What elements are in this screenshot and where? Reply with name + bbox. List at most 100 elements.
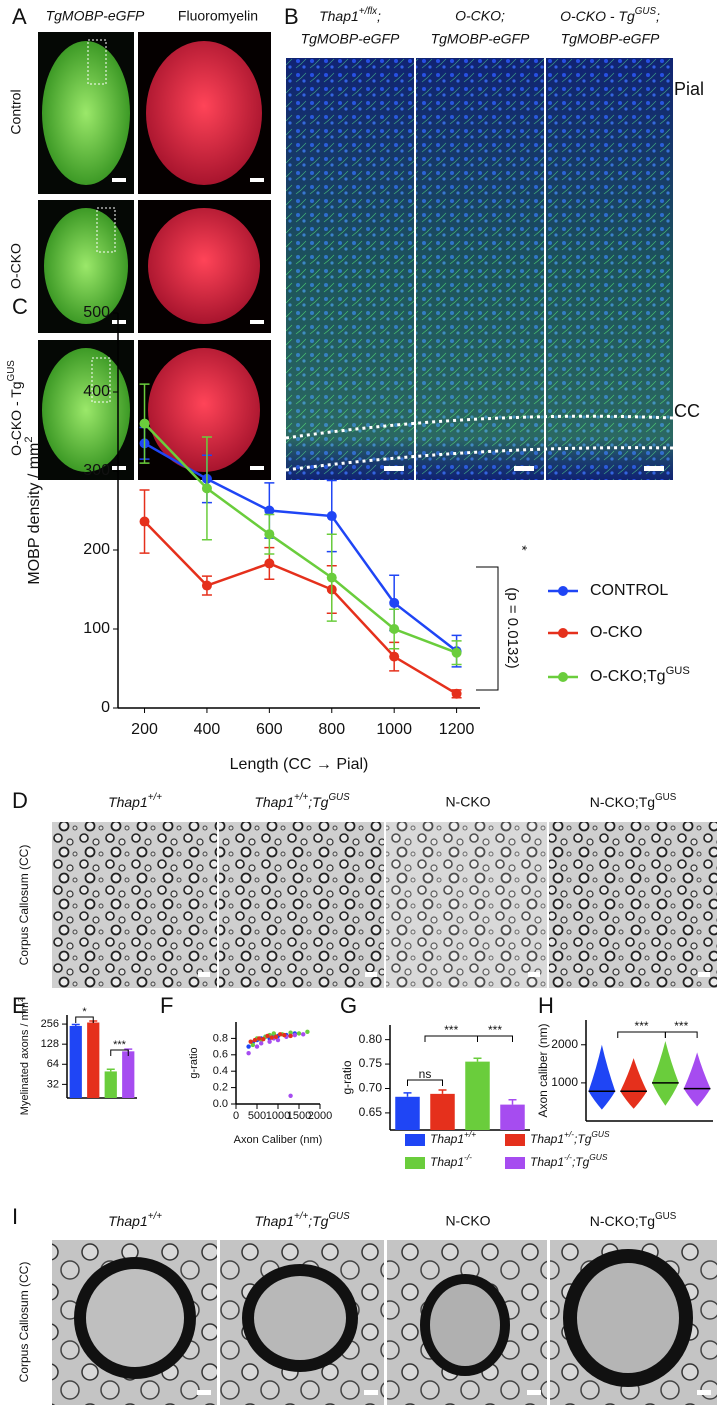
data-point [292, 1032, 297, 1038]
y-axis-label: g-ratio [340, 1060, 354, 1094]
column-header: TgMOBP-eGFP [46, 8, 145, 24]
side-label: Corpus Callosum (CC) [17, 1262, 31, 1383]
panel-label: E [12, 993, 27, 1018]
legend-label-part: ;Tg [572, 1155, 590, 1169]
data-point [139, 516, 150, 527]
x-tick-label: 0 [233, 1110, 239, 1122]
significance-bracket [476, 566, 499, 691]
data-point [250, 1042, 255, 1048]
legend-label: CONTROL [590, 582, 668, 599]
data-point [201, 483, 212, 494]
data-point [326, 511, 337, 522]
point-cloud [652, 1040, 679, 1106]
column-header: TgMOBP-eGFP [561, 31, 660, 47]
panel-label: D [12, 788, 28, 813]
column-header-part: +/+ [294, 1211, 308, 1222]
column-header: O-CKO - TgGUS; [560, 6, 660, 24]
data-point [256, 1036, 262, 1041]
data-point [264, 505, 275, 516]
side-label: Corpus Callosum (CC) [17, 845, 31, 966]
x-tick-label: 800 [318, 721, 345, 738]
column-header-part: O-CKO - Tg [560, 8, 635, 24]
region-label: CC [674, 401, 700, 421]
series-line [143, 520, 458, 695]
y-axis-label: g-ratio [188, 1047, 200, 1078]
y-tick-label: 0.4 [213, 1065, 228, 1077]
row-label: O-CKO [8, 243, 24, 289]
panel-label: F [160, 993, 173, 1018]
column-header: N-CKO [445, 794, 490, 810]
panel-label: G [340, 993, 357, 1018]
legend-label: Thap1-/-;TgGUS [530, 1152, 608, 1169]
bar [465, 1061, 490, 1130]
y-tick-label: 0.6 [213, 1049, 228, 1061]
column-header-part: GUS [655, 792, 677, 803]
error-bar [71, 1023, 80, 1026]
column-header-part: GUS [328, 792, 350, 803]
significance-label: *** [635, 1019, 649, 1033]
significance-label: * [82, 1006, 87, 1018]
data-point [296, 1031, 302, 1036]
y-tick-label: 500 [83, 304, 110, 321]
column-header: TgMOBP-eGFP [431, 31, 530, 47]
error-bar [473, 1057, 482, 1062]
significance-label: *** [113, 1039, 127, 1051]
column-header-part: GUS [328, 1211, 350, 1222]
legend-label-part: +/- [564, 1129, 574, 1139]
column-header-part: +/+ [148, 1211, 162, 1222]
column-header-part: N-CKO;Tg [590, 1213, 655, 1229]
legend-swatch [505, 1157, 525, 1169]
data-point [248, 1039, 253, 1044]
column-header-part: +/+ [148, 792, 162, 803]
bar [104, 1071, 117, 1098]
y-tick-label: 1000 [551, 1075, 578, 1089]
column-header-part: ;Tg [308, 1213, 328, 1229]
error-bar [403, 1092, 412, 1097]
column-header: N-CKO;TgGUS [590, 1211, 677, 1229]
legend-label-part: O-CKO;Tg [590, 668, 666, 685]
x-tick-label: 600 [256, 721, 283, 738]
legend-label-part: -/- [464, 1152, 472, 1162]
data-point [261, 1037, 266, 1042]
significance-bracket [407, 1079, 443, 1086]
legend-marker [558, 672, 568, 682]
significance-label: * [514, 545, 530, 551]
error-bar [106, 1068, 115, 1072]
legend-label-part: -/- [564, 1152, 572, 1162]
data-point [267, 1039, 272, 1044]
legend-marker [558, 586, 568, 596]
column-header-part: +/flx [359, 6, 378, 17]
y-tick-label: 200 [83, 541, 110, 558]
y-tick-label: 32 [47, 1078, 59, 1090]
series-line [143, 422, 458, 654]
column-header-part: ;Tg [308, 794, 328, 810]
data-point [288, 1093, 293, 1099]
data-point [389, 597, 400, 608]
y-axis-label-part: MOBP density / mm [26, 443, 43, 585]
legend-label-part: +/+ [464, 1129, 476, 1139]
legend-label: O-CKO [590, 624, 642, 641]
significance-bracket [75, 1016, 94, 1023]
panel-label: B [284, 4, 299, 29]
y-tick-label: 0.2 [213, 1082, 228, 1094]
data-point [269, 1035, 274, 1040]
significance-label: ns [419, 1067, 432, 1081]
legend-swatch [405, 1157, 425, 1169]
data-point [246, 1044, 251, 1049]
y-axis-label-part: Myelinated axons / mm [19, 1002, 31, 1115]
y-tick-label: 0.65 [359, 1105, 383, 1119]
x-tick-label: 1500 [287, 1110, 311, 1122]
y-tick-label: 400 [83, 383, 110, 400]
column-header: TgMOBP-eGFP [301, 31, 400, 47]
y-tick-label: 0.8 [213, 1032, 228, 1044]
bar [430, 1093, 455, 1130]
column-header-part: GUS [655, 1211, 677, 1222]
data-point [273, 1034, 279, 1039]
legend-label-part: Thap1 [430, 1132, 464, 1146]
region-label: Pial [674, 79, 704, 99]
row-label: Control [8, 89, 24, 134]
point-cloud [620, 1058, 647, 1109]
data-point [259, 1041, 264, 1046]
data-point [389, 651, 400, 662]
